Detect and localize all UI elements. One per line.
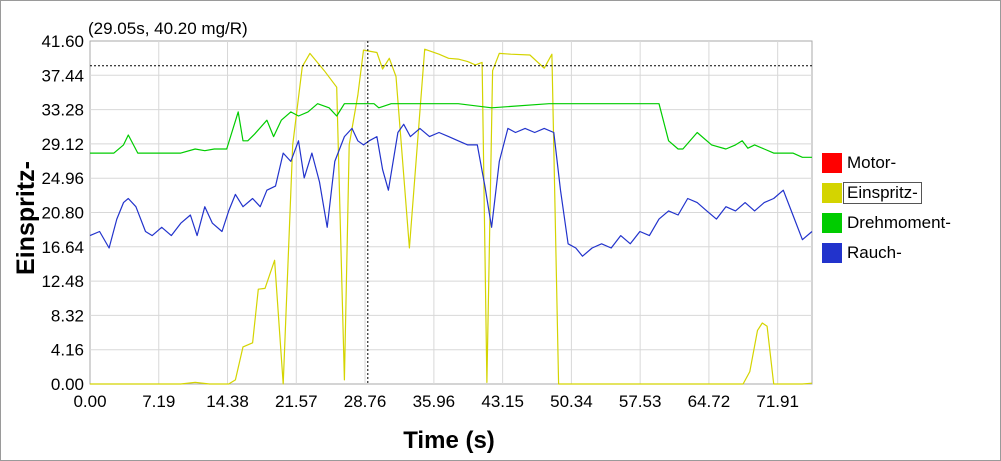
cursor-readout: (29.05s, 40.20 mg/R): [88, 19, 248, 38]
y-tick-label: 12.48: [41, 272, 84, 291]
y-tick-label: 33.28: [41, 101, 84, 120]
legend-label: Rauch-: [847, 243, 902, 262]
x-tick-labels: 0.00 7.19 14.38 21.57 28.76 35.96 43.15 50.34 57…: [73, 392, 798, 411]
legend-item[interactable]: Drehmoment-: [822, 212, 998, 234]
y-axis-label: Einspritz-: [12, 161, 40, 275]
x-axis-label: Time (s): [403, 427, 495, 454]
x-tick-label: 21.57: [275, 392, 318, 411]
legend-item[interactable]: Rauch-: [822, 242, 998, 264]
y-tick-label: 29.12: [41, 135, 84, 154]
legend-swatch: [822, 243, 842, 263]
crosshair-cursor: [90, 41, 812, 384]
series-line-rauch: [89, 123, 813, 257]
x-tick-label: 64.72: [688, 392, 731, 411]
grid: [89, 40, 813, 385]
y-tick-label: 0.00: [51, 375, 84, 394]
y-tick-label: 4.16: [51, 341, 84, 360]
y-tick-label: 24.96: [41, 169, 84, 188]
series-line-einspritz: [90, 48, 813, 385]
x-tick-label: 0.00: [73, 392, 106, 411]
legend: Motor- Einspritz- Drehmoment- Rauch-: [822, 152, 998, 272]
series-lines: [89, 48, 813, 385]
x-tick-label: 50.34: [550, 392, 593, 411]
y-tick-label: 16.64: [41, 238, 84, 257]
legend-label: Einspritz-: [843, 182, 922, 204]
legend-label: Drehmoment-: [847, 213, 951, 232]
x-tick-label: 28.76: [344, 392, 387, 411]
y-tick-label: 8.32: [51, 306, 84, 325]
y-tick-labels: 0.00 4.16 8.32 12.48 16.64 20.80 24.96 29.12 33.…: [41, 32, 84, 394]
x-tick-label: 71.91: [756, 392, 799, 411]
x-tick-label: 57.53: [619, 392, 662, 411]
x-tick-label: 43.15: [481, 392, 524, 411]
x-tick-label: 14.38: [206, 392, 249, 411]
x-tick-label: 35.96: [413, 392, 456, 411]
y-tick-label: 20.80: [41, 204, 84, 223]
legend-swatch: [822, 183, 842, 203]
x-tick-label: 7.19: [142, 392, 175, 411]
y-tick-label: 37.44: [41, 66, 84, 85]
legend-swatch: [822, 153, 842, 173]
legend-swatch: [822, 213, 842, 233]
legend-item[interactable]: Einspritz-: [822, 182, 998, 204]
legend-item[interactable]: Motor-: [822, 152, 998, 174]
series-line-drehmoment: [90, 103, 812, 158]
legend-label: Motor-: [847, 153, 897, 172]
y-tick-label: 41.60: [41, 32, 84, 51]
